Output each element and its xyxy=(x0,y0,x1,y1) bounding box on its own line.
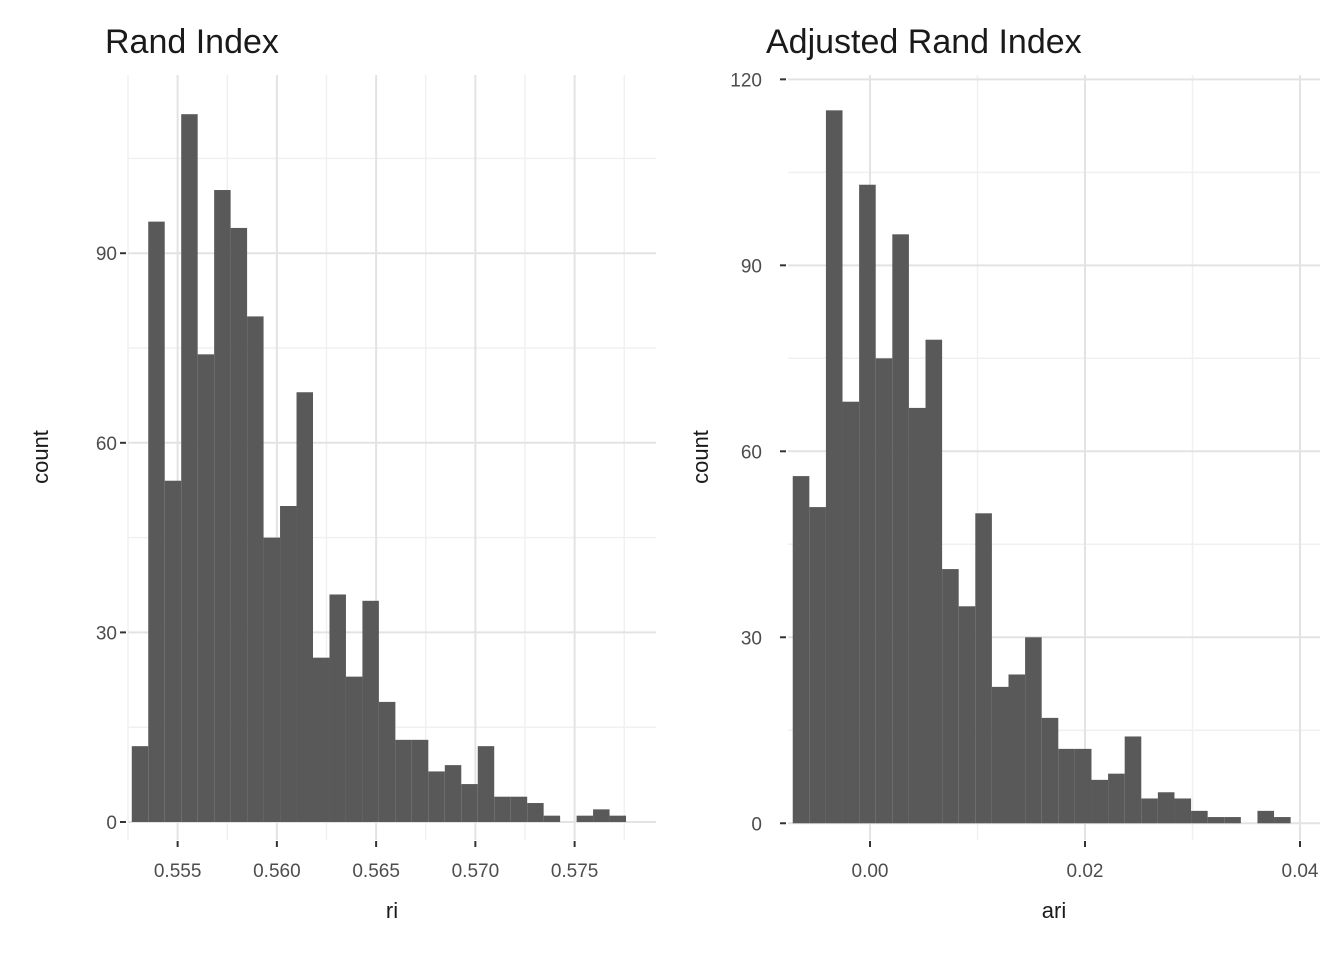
histogram-bar xyxy=(1108,773,1125,824)
histogram-bar xyxy=(527,803,544,822)
y-tick-label: 60 xyxy=(96,434,117,455)
y-axis-title-count-left: count xyxy=(28,430,53,484)
axis-tick-labels-ari: 0.00 0.02 0.04 0 30 60 90 120 xyxy=(730,70,1319,882)
y-axis-title-count-right: count xyxy=(688,430,713,484)
y-tick-label: 60 xyxy=(741,442,762,463)
axis-ticks-ari xyxy=(780,78,1302,847)
histogram-bar xyxy=(1157,792,1175,824)
histogram-bar xyxy=(411,739,429,822)
histogram-bar xyxy=(1207,817,1225,824)
histogram-bar xyxy=(925,339,943,824)
histogram-bar xyxy=(510,796,528,822)
histogram-bar xyxy=(792,476,810,824)
histogram-bar xyxy=(1257,810,1275,824)
histogram-bar xyxy=(1074,748,1092,824)
histogram-bar xyxy=(1141,798,1158,824)
histogram-bar xyxy=(164,480,182,822)
x-tick-label: 0.570 xyxy=(452,861,500,882)
histogram-bar xyxy=(230,227,248,822)
histogram-bar xyxy=(197,354,215,822)
histogram-bar xyxy=(809,507,826,824)
histogram-bar xyxy=(875,358,893,824)
y-tick-label: 30 xyxy=(741,628,762,649)
bars-ari xyxy=(792,110,1291,824)
y-tick-label: 30 xyxy=(96,623,117,644)
histogram-bar xyxy=(576,815,594,822)
bars-ri xyxy=(131,114,627,822)
histogram-bar xyxy=(543,815,561,822)
histogram-bar xyxy=(378,701,396,822)
histogram-bar xyxy=(958,606,976,824)
histogram-bar xyxy=(1224,817,1241,824)
histogram-bar xyxy=(1091,779,1109,824)
x-tick-label: 0.575 xyxy=(551,861,599,882)
histogram-bar xyxy=(892,234,909,824)
panel-ri: 0.555 0.560 0.565 0.570 0.575 0 30 60 90 Rand In… xyxy=(28,23,656,923)
y-tick-label: 0 xyxy=(751,814,762,835)
plot-title-rand-index: Rand Index xyxy=(105,23,279,61)
x-axis-title-ari: ari xyxy=(1042,898,1066,923)
histogram-bar xyxy=(131,746,149,822)
histogram-bar xyxy=(842,401,860,824)
histogram-bar xyxy=(609,815,627,822)
histogram-bar xyxy=(1008,674,1026,824)
histogram-bar xyxy=(859,184,876,824)
histogram-bar xyxy=(494,796,511,822)
histogram-bar xyxy=(477,746,495,822)
histogram-bar xyxy=(148,221,165,822)
histogram-bar xyxy=(214,190,231,822)
histogram-bar xyxy=(1025,637,1042,824)
panel-ari: 0.00 0.02 0.04 0 30 60 90 120 Adjusted Rand Ind… xyxy=(688,23,1320,923)
histogram-bar xyxy=(395,739,412,822)
histogram-bar xyxy=(362,600,379,822)
y-tick-label: 90 xyxy=(741,256,762,277)
histogram-bar xyxy=(942,569,959,824)
histogram-bar xyxy=(444,765,462,822)
histogram-bar xyxy=(908,407,926,824)
plot-title-adjusted-rand-index: Adjusted Rand Index xyxy=(766,23,1082,61)
histogram-bar xyxy=(593,809,610,822)
histogram-bar xyxy=(329,594,346,822)
x-tick-label: 0.560 xyxy=(253,861,301,882)
histogram-bar xyxy=(280,506,297,822)
y-tick-label: 0 xyxy=(106,813,117,834)
x-tick-label: 0.04 xyxy=(1282,861,1319,882)
histogram-bar xyxy=(1058,748,1075,824)
histogram-bar xyxy=(247,316,264,822)
axis-tick-labels-ri: 0.555 0.560 0.565 0.570 0.575 0 30 60 90 xyxy=(96,244,599,882)
x-tick-label: 0.02 xyxy=(1067,861,1104,882)
histogram-bar xyxy=(345,676,363,822)
histogram-bar xyxy=(1041,717,1059,824)
y-tick-label: 120 xyxy=(730,70,762,91)
x-tick-label: 0.555 xyxy=(154,861,202,882)
histogram-bar xyxy=(296,392,313,822)
x-tick-label: 0.00 xyxy=(852,861,889,882)
histogram-bar xyxy=(1174,798,1192,824)
histogram-bar xyxy=(263,537,281,822)
histogram-bar xyxy=(181,114,198,822)
histogram-bar xyxy=(312,657,330,822)
y-tick-label: 90 xyxy=(96,244,117,265)
histogram-bar xyxy=(975,513,992,824)
histogram-bar xyxy=(825,110,843,824)
histogram-bar xyxy=(428,771,445,822)
x-axis-title-ri: ri xyxy=(386,898,398,923)
histogram-bar xyxy=(461,784,478,822)
histogram-bar xyxy=(1274,817,1291,824)
histogram-bar xyxy=(1191,810,1208,824)
histogram-bar xyxy=(1124,736,1142,824)
axis-ticks-ri xyxy=(120,252,576,847)
histogram-bar xyxy=(991,686,1009,824)
x-tick-label: 0.565 xyxy=(352,861,400,882)
